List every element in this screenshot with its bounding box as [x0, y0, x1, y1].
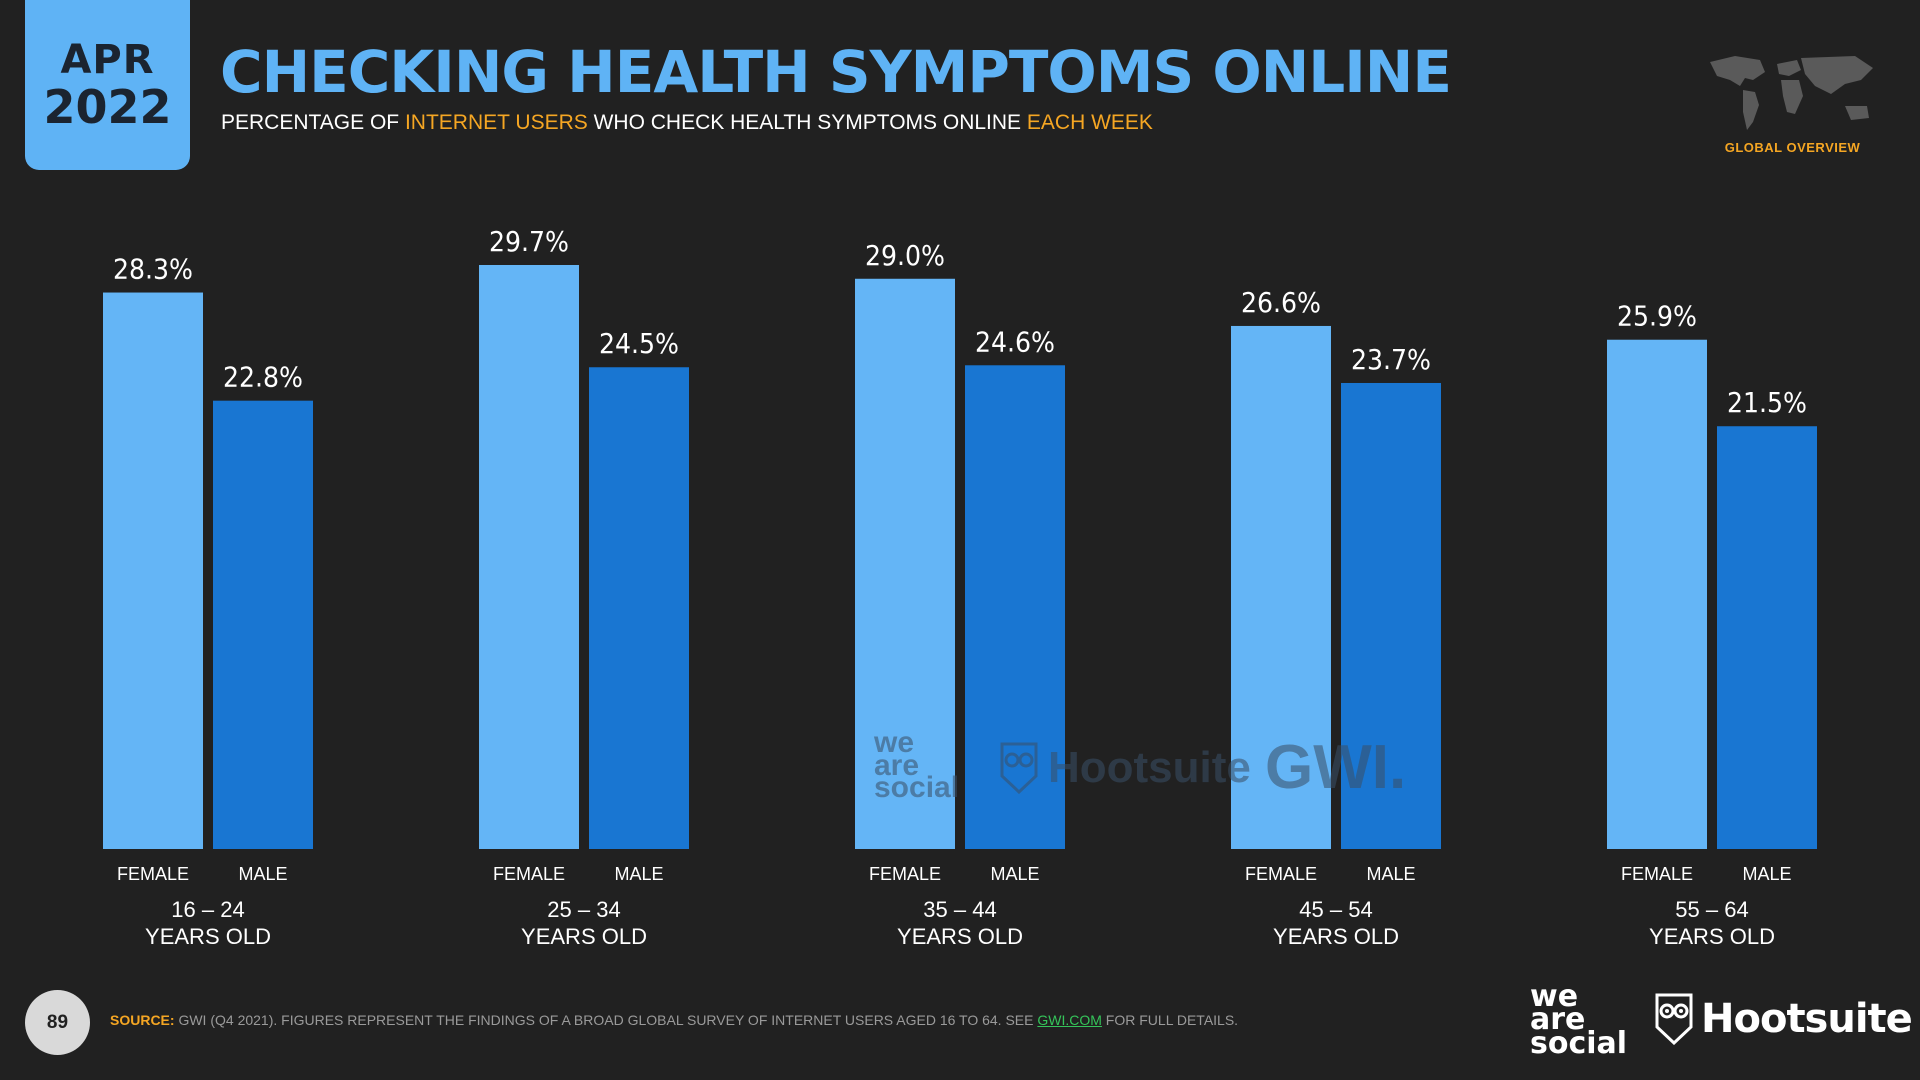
watermark-gwi: GWI.: [1265, 733, 1407, 802]
series-label: MALE: [238, 864, 287, 884]
subtitle-highlight-1: INTERNET USERS: [404, 111, 588, 134]
bar-male: [1341, 382, 1441, 849]
category-label: 45 – 54: [1299, 897, 1372, 922]
data-label: 29.7%: [489, 225, 569, 258]
bar-female: [1607, 339, 1707, 849]
category-sublabel: YEARS OLD: [897, 924, 1023, 949]
page-title: CHECKING HEALTH SYMPTOMS ONLINE: [220, 38, 1452, 106]
series-label: MALE: [614, 864, 663, 884]
page-subtitle: PERCENTAGE OF INTERNET USERS WHO CHECK H…: [221, 111, 1153, 135]
bar-female: [103, 292, 203, 849]
date-badge: APR 2022: [25, 0, 190, 170]
source-end: FOR FULL DETAILS.: [1101, 1012, 1239, 1028]
hootsuite-owl-icon: [1655, 993, 1693, 1045]
owl-icon: [1000, 742, 1038, 794]
category-sublabel: YEARS OLD: [1273, 924, 1399, 949]
badge-month: APR: [60, 37, 155, 83]
we-are-social-logo: we are social: [1530, 979, 1628, 1061]
series-label: FEMALE: [1621, 864, 1693, 884]
bar-male: [589, 367, 689, 849]
category-sublabel: YEARS OLD: [1649, 924, 1775, 949]
watermark-we-are-social: we are social: [874, 726, 960, 804]
bar-female: [479, 265, 579, 849]
category-sublabel: YEARS OLD: [145, 924, 271, 949]
category-label: 35 – 44: [923, 897, 996, 922]
source-link[interactable]: GWI.COM: [1037, 1012, 1102, 1028]
series-label: MALE: [1742, 864, 1791, 884]
data-label: 23.7%: [1351, 343, 1431, 376]
bar-female: [1231, 325, 1331, 849]
data-label: 24.6%: [975, 325, 1055, 358]
data-label: 26.6%: [1241, 286, 1321, 319]
subtitle-part3: WHO CHECK HEALTH SYMPTOMS ONLINE: [587, 111, 1027, 134]
source-text: GWI (Q4 2021). FIGURES REPRESENT THE FIN…: [174, 1012, 1038, 1028]
bar-female: [855, 278, 955, 850]
data-label: 24.5%: [599, 327, 679, 360]
category-label: 16 – 24: [171, 897, 244, 922]
source-note: SOURCE: GWI (Q4 2021). FIGURES REPRESENT…: [110, 1012, 1238, 1028]
data-label: 22.8%: [223, 361, 303, 394]
global-overview-label: GLOBAL OVERVIEW: [1724, 140, 1861, 155]
bar-male: [1717, 426, 1817, 849]
data-label: 25.9%: [1617, 300, 1697, 333]
data-label: 21.5%: [1727, 386, 1807, 419]
badge-year: 2022: [43, 80, 172, 134]
watermark-we-are-social-text: we are social: [874, 726, 960, 804]
category-sublabel: YEARS OLD: [521, 924, 647, 949]
series-label: FEMALE: [869, 864, 941, 884]
hootsuite-logo: Hootsuite: [1655, 993, 1913, 1045]
series-label: FEMALE: [117, 864, 189, 884]
hootsuite-logo-text: Hootsuite: [1701, 996, 1913, 1042]
series-label: MALE: [990, 864, 1039, 884]
watermark-hootsuite: Hootsuite: [1000, 742, 1251, 794]
logo-ws-line1: we: [1530, 979, 1579, 1014]
bar-male: [965, 365, 1065, 849]
logo-ws-line3: social: [1530, 1025, 1628, 1061]
category-label: 25 – 34: [547, 897, 620, 922]
series-label: FEMALE: [1245, 864, 1317, 884]
logo-ws-line2: are: [1530, 1002, 1586, 1038]
data-label: 29.0%: [865, 239, 945, 272]
series-label: FEMALE: [493, 864, 565, 884]
world-map-icon: [1710, 56, 1873, 130]
watermark-hootsuite-text: Hootsuite: [1048, 743, 1251, 792]
subtitle-part1: PERCENTAGE OF: [221, 111, 405, 134]
bar-male: [213, 400, 313, 849]
series-label: MALE: [1366, 864, 1415, 884]
page-number: 89: [25, 990, 90, 1055]
source-label: SOURCE:: [110, 1012, 175, 1028]
category-label: 55 – 64: [1675, 897, 1748, 922]
data-label: 28.3%: [113, 253, 193, 286]
subtitle-highlight-2: EACH WEEK: [1026, 111, 1153, 134]
